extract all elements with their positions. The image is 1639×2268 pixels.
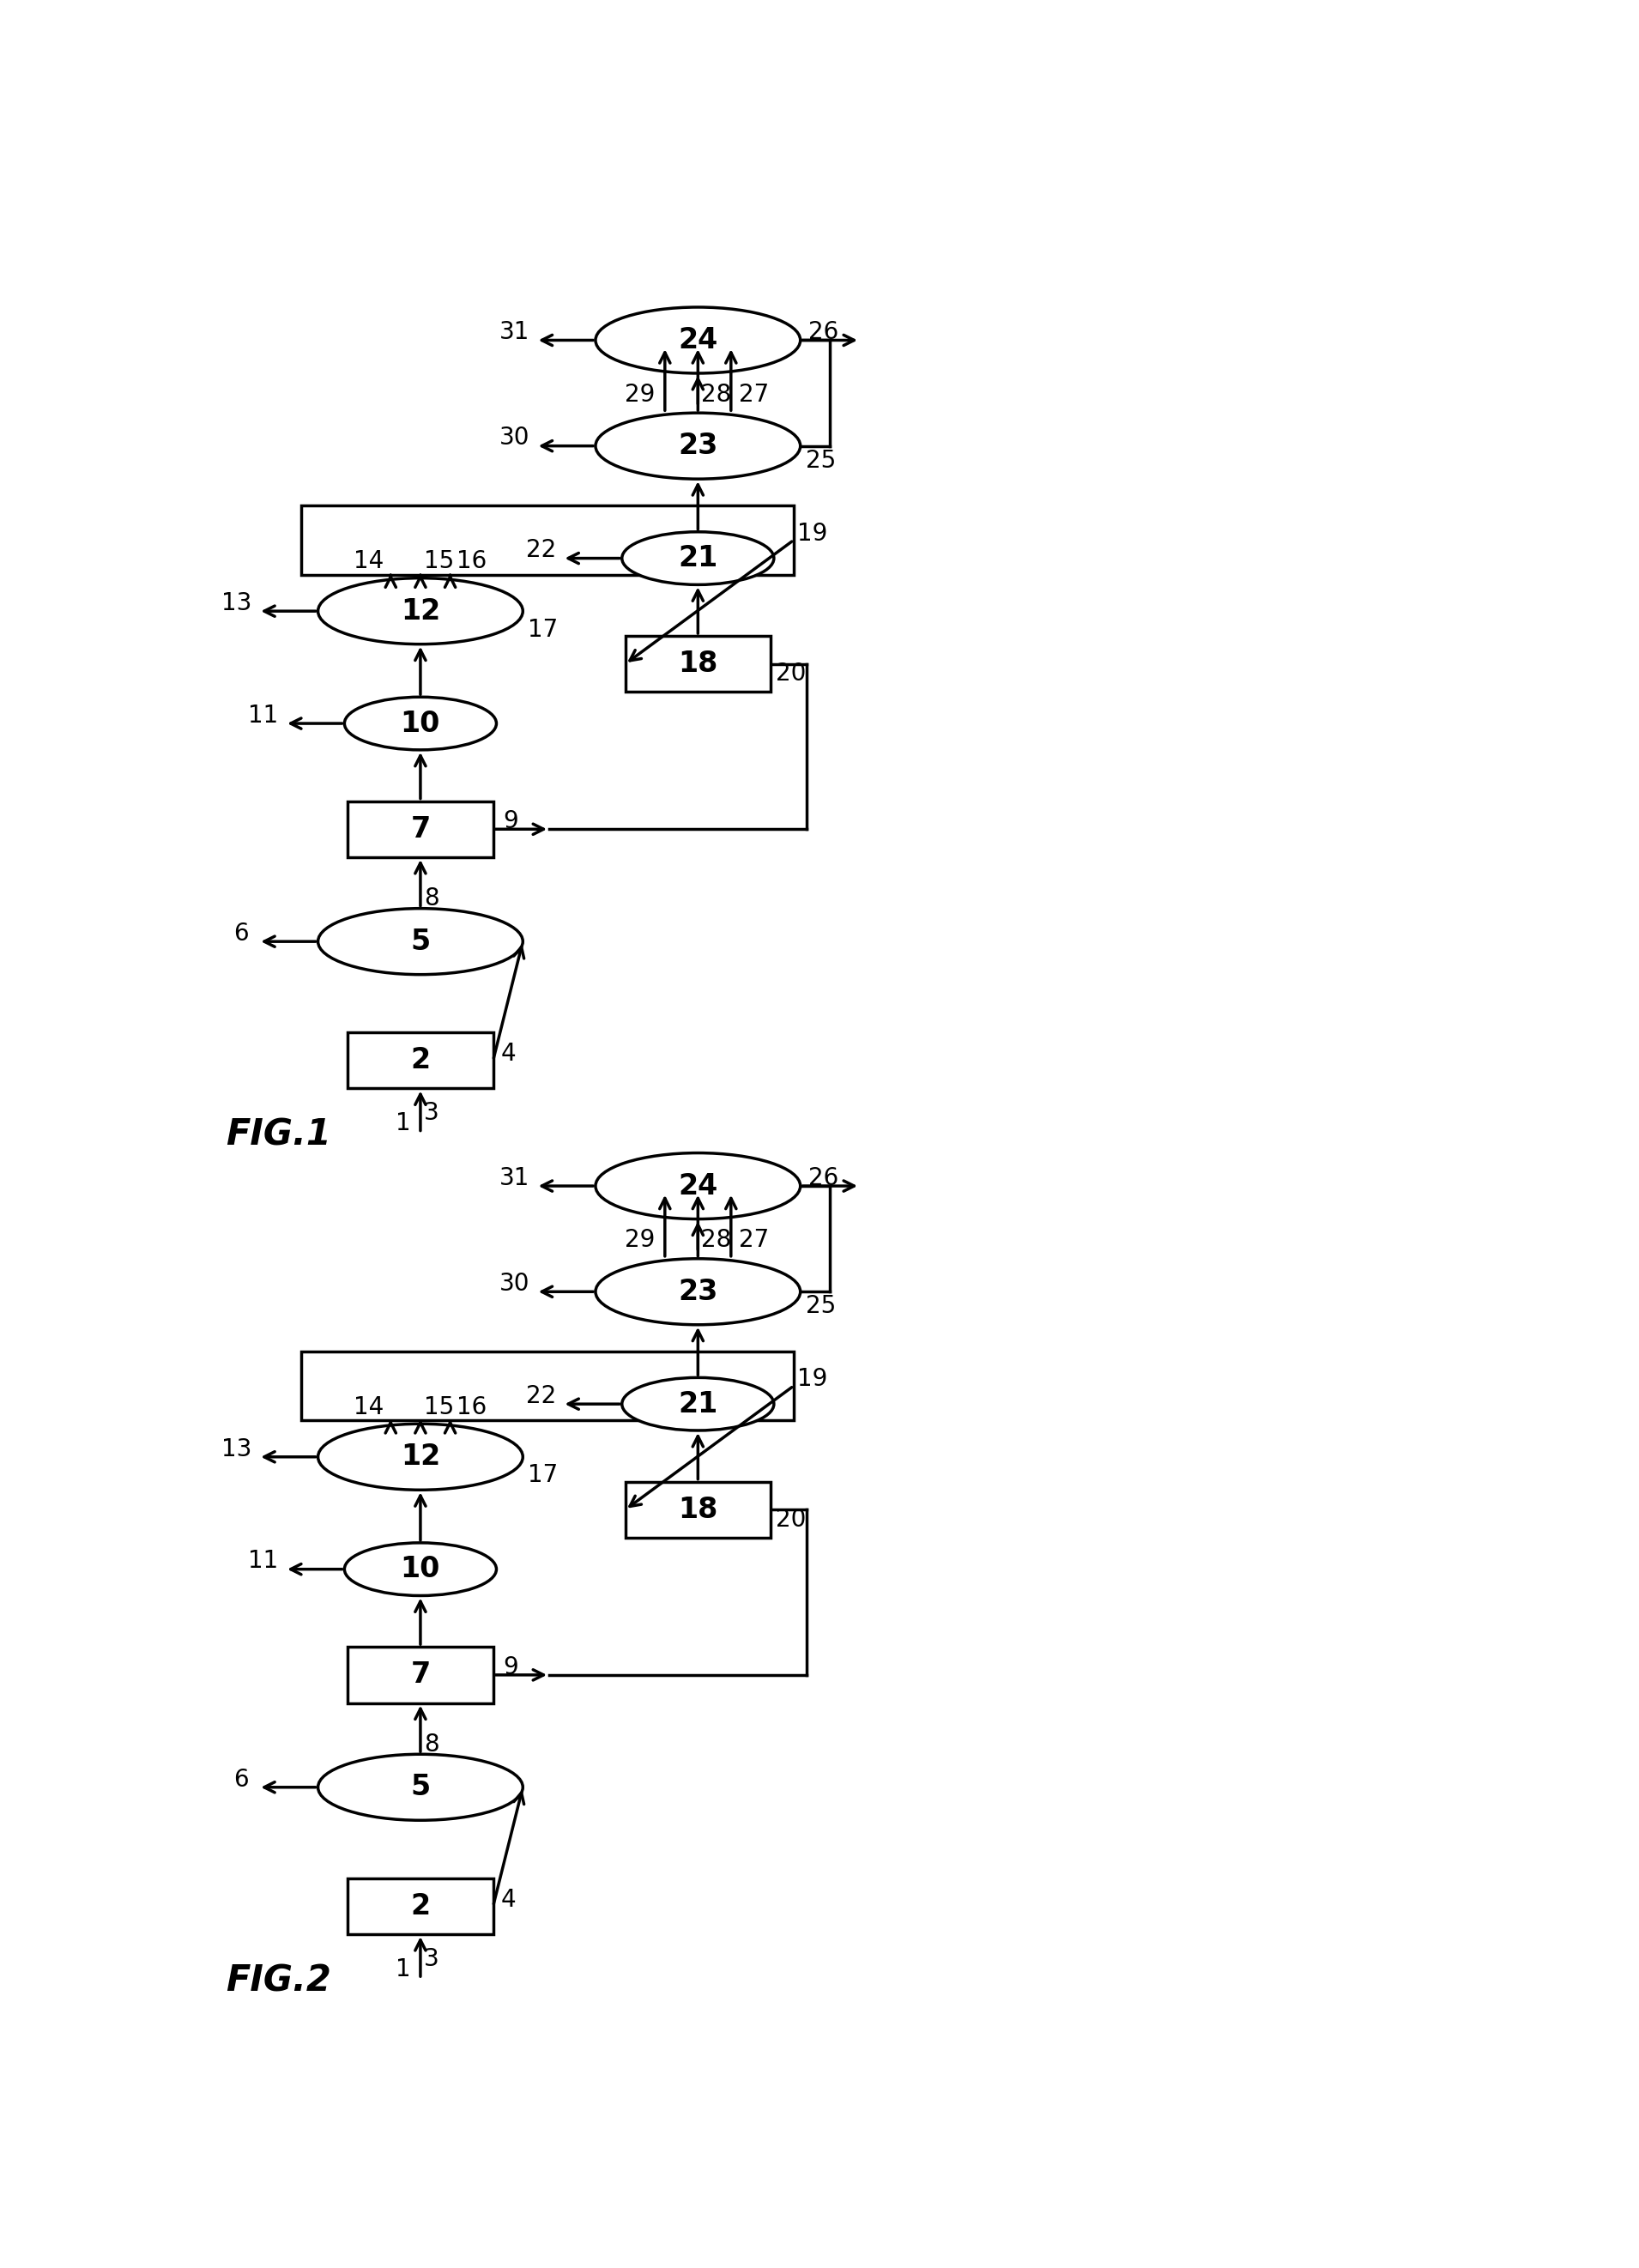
Text: 10: 10 (400, 710, 441, 737)
Ellipse shape (595, 1259, 800, 1325)
Text: 23: 23 (679, 431, 718, 460)
Text: 11: 11 (247, 1549, 279, 1574)
Text: 9: 9 (503, 1656, 518, 1678)
Text: 13: 13 (221, 1438, 252, 1461)
Text: 21: 21 (679, 1390, 718, 1418)
Text: 11: 11 (247, 703, 279, 728)
Text: 20: 20 (775, 662, 806, 685)
Ellipse shape (595, 306, 800, 374)
Ellipse shape (621, 531, 774, 585)
Ellipse shape (318, 1424, 523, 1490)
Text: 24: 24 (679, 327, 718, 354)
Text: 22: 22 (526, 538, 556, 562)
Text: 7: 7 (410, 814, 431, 844)
Text: 14: 14 (354, 549, 384, 574)
Text: 25: 25 (806, 1295, 836, 1318)
Text: 18: 18 (679, 651, 718, 678)
Text: 16: 16 (457, 549, 487, 574)
Text: 15: 15 (425, 1395, 454, 1420)
Text: 3: 3 (425, 1946, 439, 1971)
Text: 25: 25 (806, 449, 836, 472)
Text: 27: 27 (739, 383, 769, 406)
Text: 31: 31 (500, 320, 529, 345)
Ellipse shape (318, 1753, 523, 1821)
Text: 5: 5 (410, 928, 431, 955)
Text: 30: 30 (498, 1272, 529, 1295)
Ellipse shape (595, 413, 800, 479)
FancyBboxPatch shape (347, 1032, 493, 1089)
FancyBboxPatch shape (624, 635, 770, 692)
Text: 17: 17 (528, 1463, 559, 1488)
Text: 2: 2 (410, 1046, 431, 1075)
Ellipse shape (621, 1377, 774, 1431)
FancyBboxPatch shape (302, 506, 793, 574)
FancyBboxPatch shape (624, 1481, 770, 1538)
Text: 19: 19 (797, 1368, 828, 1390)
Text: 10: 10 (400, 1556, 441, 1583)
Text: 2: 2 (410, 1892, 431, 1921)
Text: 31: 31 (500, 1166, 529, 1191)
Text: 6: 6 (233, 1767, 249, 1792)
Text: 15: 15 (425, 549, 454, 574)
Text: 4: 4 (502, 1041, 516, 1066)
Text: 16: 16 (457, 1395, 487, 1420)
Text: 20: 20 (775, 1508, 806, 1531)
Text: 1: 1 (395, 1957, 410, 1980)
Ellipse shape (344, 1542, 497, 1597)
FancyBboxPatch shape (347, 1647, 493, 1703)
Text: 9: 9 (503, 810, 518, 832)
Text: 13: 13 (221, 592, 252, 615)
Text: 26: 26 (808, 1166, 839, 1191)
Text: 12: 12 (400, 596, 441, 626)
Text: 27: 27 (739, 1229, 769, 1252)
Ellipse shape (318, 578, 523, 644)
Text: 18: 18 (679, 1495, 718, 1524)
FancyBboxPatch shape (347, 801, 493, 857)
Text: FIG.1: FIG.1 (226, 1116, 331, 1152)
Text: 6: 6 (233, 921, 249, 946)
Text: 29: 29 (624, 1229, 656, 1252)
FancyBboxPatch shape (347, 1878, 493, 1935)
Text: 22: 22 (526, 1383, 556, 1408)
Text: 26: 26 (808, 320, 839, 345)
Text: 19: 19 (797, 522, 828, 547)
Text: 24: 24 (679, 1173, 718, 1200)
Text: 3: 3 (425, 1102, 439, 1125)
Ellipse shape (318, 909, 523, 975)
Text: 21: 21 (679, 544, 718, 572)
Text: 28: 28 (701, 383, 731, 406)
Text: 7: 7 (410, 1660, 431, 1690)
Text: 14: 14 (354, 1395, 384, 1420)
Ellipse shape (344, 696, 497, 751)
Text: 5: 5 (410, 1774, 431, 1801)
Text: 28: 28 (701, 1229, 731, 1252)
Ellipse shape (595, 1152, 800, 1218)
Text: FIG.2: FIG.2 (226, 1962, 331, 1998)
Text: 8: 8 (425, 887, 439, 909)
FancyBboxPatch shape (302, 1352, 793, 1420)
Text: 30: 30 (498, 426, 529, 449)
Text: 23: 23 (679, 1277, 718, 1306)
Text: 1: 1 (395, 1111, 410, 1136)
Text: 17: 17 (528, 617, 559, 642)
Text: 12: 12 (400, 1442, 441, 1472)
Text: 4: 4 (502, 1887, 516, 1912)
Text: 29: 29 (624, 383, 656, 406)
Text: 8: 8 (425, 1733, 439, 1755)
